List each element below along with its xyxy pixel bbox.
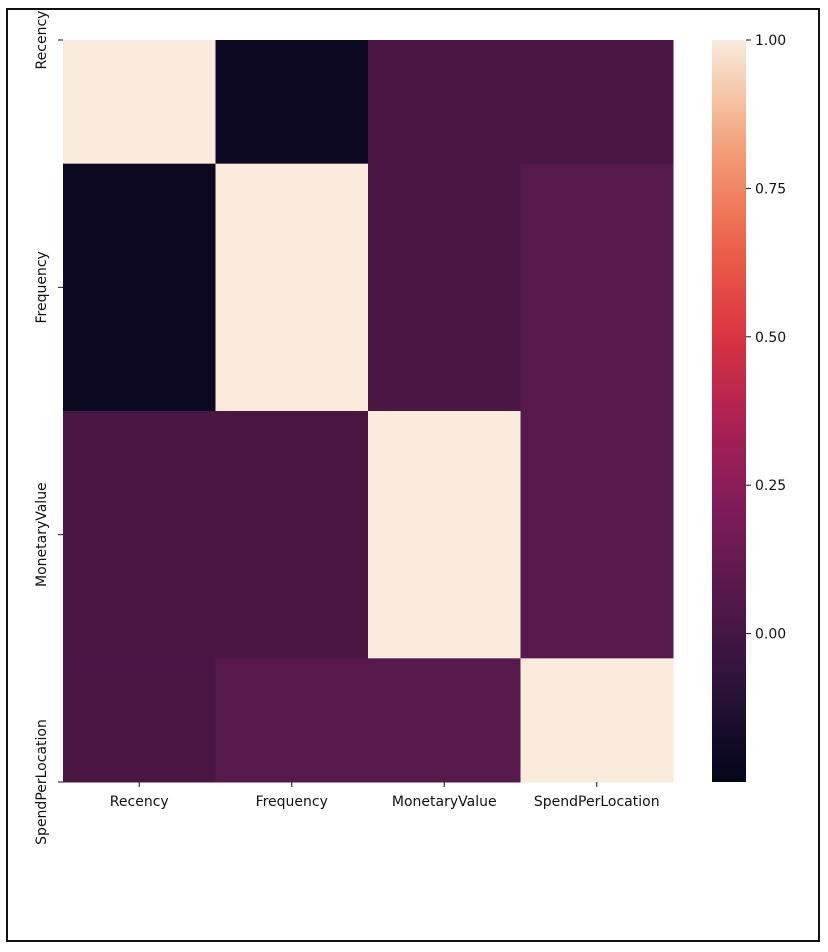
x-tick-label: Frequency bbox=[256, 794, 328, 810]
heatmap-cell bbox=[215, 163, 369, 412]
y-tick-label: Recency bbox=[34, 11, 50, 70]
heatmap-cell bbox=[63, 40, 216, 165]
heatmap-chart: Recency Frequency MonetaryValue SpendPerLoc… bbox=[34, 11, 786, 845]
heatmap-cell bbox=[215, 40, 369, 165]
x-tick-label: SpendPerLocation bbox=[534, 794, 660, 810]
y-tick-label: Frequency bbox=[34, 251, 50, 323]
colorbar bbox=[712, 40, 746, 782]
heatmap-cell bbox=[368, 163, 521, 412]
colorbar-tick-label: 0.50 bbox=[755, 330, 786, 346]
colorbar-tick-label: 0.75 bbox=[755, 181, 786, 197]
y-tick-label: SpendPerLocation bbox=[34, 719, 50, 845]
heatmap-cell bbox=[63, 411, 216, 659]
heatmap-cell bbox=[368, 40, 521, 165]
x-tick-label: MonetaryValue bbox=[392, 794, 497, 810]
heatmap-cell bbox=[368, 411, 521, 659]
colorbar-tick-label: 0.00 bbox=[755, 627, 786, 643]
colorbar-tick-label: 1.00 bbox=[755, 33, 786, 49]
colorbar-tick-label: 0.25 bbox=[755, 478, 786, 494]
heatmap-cell bbox=[368, 658, 521, 783]
heatmap-cell bbox=[520, 411, 674, 659]
heatmap-cell bbox=[63, 163, 216, 412]
x-tick-label: Recency bbox=[110, 794, 169, 810]
figure-frame: Recency Frequency MonetaryValue SpendPerLoc… bbox=[6, 8, 820, 942]
heatmap-cell bbox=[520, 40, 674, 165]
heatmap-cell bbox=[520, 163, 674, 412]
y-tick-label: MonetaryValue bbox=[34, 482, 50, 587]
heatmap-cell bbox=[63, 658, 216, 783]
heatmap-cell bbox=[520, 658, 674, 783]
heatmap-cell bbox=[215, 658, 369, 783]
heatmap-cell bbox=[215, 411, 369, 659]
